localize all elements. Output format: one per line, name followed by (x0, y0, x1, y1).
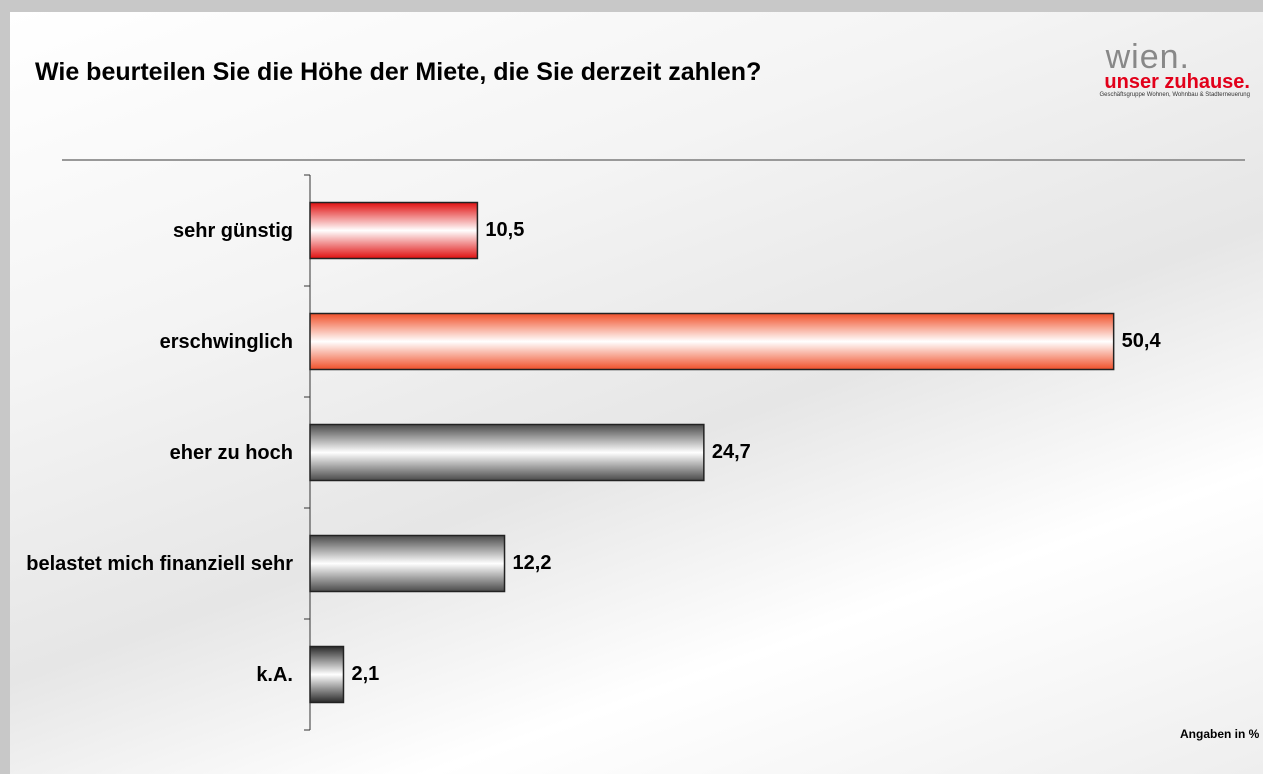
chart: 10,5 50,4 24,7 12,2 2,1 (62, 159, 1245, 731)
category-label: k.A. (256, 663, 293, 686)
chart-title: Wie beurteilen Sie die Höhe der Miete, d… (35, 58, 762, 86)
category-label: belastet mich finanziell sehr (26, 552, 293, 575)
bar (309, 201, 479, 260)
bar (309, 534, 506, 593)
logo-subline: Geschäftsgruppe Wohnen, Wohnbau & Stadte… (1099, 92, 1250, 98)
bar (309, 312, 1115, 371)
value-label: 2,1 (351, 663, 379, 685)
slide: Wie beurteilen Sie die Höhe der Miete, d… (10, 12, 1263, 774)
category-label: sehr günstig (172, 219, 293, 242)
value-label: 10,5 (485, 219, 524, 241)
category-label: eher zu hoch (169, 441, 293, 464)
category-label: erschwinglich (159, 330, 293, 353)
note: Angaben in % (1180, 727, 1260, 741)
value-label: 12,2 (513, 552, 552, 574)
logo: wien. unser zuhause. Geschäftsgruppe Woh… (1040, 38, 1250, 98)
value-label: 24,7 (712, 441, 751, 463)
bar (309, 423, 705, 482)
logo-brand: wien. (1105, 38, 1190, 76)
logo-tagline: unser zuhause. (1104, 71, 1250, 93)
value-label: 50,4 (1122, 330, 1162, 352)
bar (309, 645, 345, 704)
